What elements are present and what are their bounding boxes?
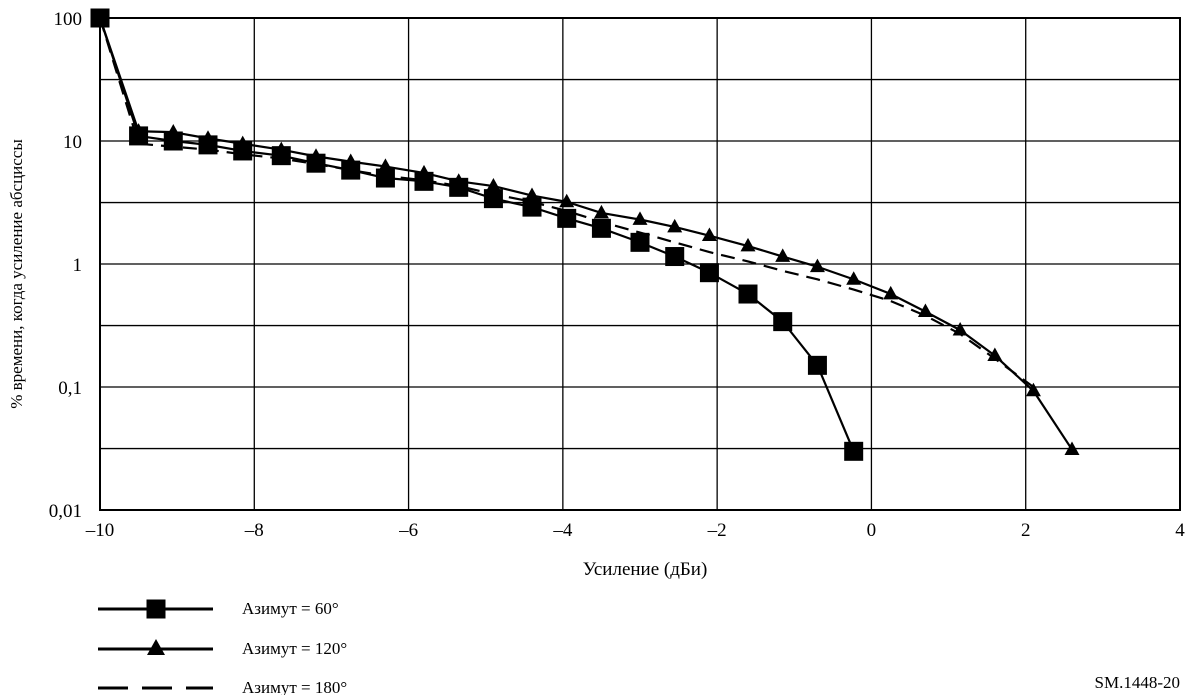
data-point-triangle bbox=[632, 211, 648, 225]
figure-id: SM.1448-20 bbox=[1095, 673, 1180, 692]
y-tick-label: 10 bbox=[63, 132, 82, 153]
data-point-square bbox=[807, 355, 827, 375]
series-layer bbox=[90, 8, 1080, 461]
series-1 bbox=[92, 9, 1080, 455]
data-point-square bbox=[773, 312, 793, 332]
data-point-triangle bbox=[92, 9, 108, 24]
data-point-square bbox=[483, 189, 503, 209]
data-point-square bbox=[844, 441, 864, 461]
data-point-triangle bbox=[235, 135, 251, 150]
legend-label-180: Азимут = 180° bbox=[242, 678, 347, 695]
y-axis-title: % времени, когда усиление абсциссы bbox=[7, 139, 26, 409]
data-point-triangle bbox=[273, 141, 289, 156]
data-point-triangle bbox=[416, 164, 432, 179]
legend-square-marker bbox=[146, 599, 166, 619]
x-tick-label: –4 bbox=[552, 520, 573, 541]
data-point-square bbox=[738, 284, 758, 304]
x-tick-label: –6 bbox=[398, 520, 418, 541]
data-point-triangle bbox=[593, 204, 609, 219]
legend-label-60: Азимут = 60° bbox=[242, 599, 339, 618]
data-point-triangle bbox=[846, 271, 862, 285]
y-tick-label: 0,01 bbox=[49, 501, 82, 522]
tick-labels: –10 –8 –6 –4 –2 0 2 4 0,01 0,1 1 10 100 bbox=[49, 9, 1186, 541]
data-point-square bbox=[375, 168, 395, 188]
data-point-triangle bbox=[883, 285, 899, 300]
series-2 bbox=[98, 17, 1035, 388]
legend: Азимут = 60° Азимут = 120° Азимут = 180° bbox=[98, 599, 347, 695]
x-tick-label: –10 bbox=[85, 520, 115, 541]
grid bbox=[99, 17, 1181, 510]
x-tick-label: 4 bbox=[1175, 520, 1185, 541]
data-point-square bbox=[630, 232, 650, 252]
data-point-square bbox=[557, 208, 577, 228]
data-point-triangle bbox=[165, 124, 181, 138]
data-point-triangle bbox=[987, 347, 1003, 362]
y-tick-label: 0,1 bbox=[58, 378, 82, 399]
x-tick-label: –8 bbox=[244, 520, 264, 541]
data-point-triangle bbox=[1064, 441, 1080, 455]
data-point-triangle bbox=[1025, 382, 1041, 397]
data-point-triangle bbox=[775, 248, 791, 262]
data-point-triangle bbox=[809, 258, 825, 273]
data-point-triangle bbox=[451, 173, 467, 187]
series-0 bbox=[90, 8, 864, 461]
legend-item-120: Азимут = 120° bbox=[98, 639, 347, 658]
data-point-triangle bbox=[917, 303, 933, 318]
x-tick-label: –2 bbox=[707, 520, 727, 541]
legend-triangle-marker bbox=[147, 639, 165, 655]
data-point-triangle bbox=[524, 187, 540, 201]
legend-label-120: Азимут = 120° bbox=[242, 639, 347, 658]
plot-frame bbox=[99, 17, 1181, 511]
x-axis-title: Усиление (дБи) bbox=[583, 559, 708, 580]
data-point-triangle bbox=[559, 193, 575, 208]
data-point-triangle bbox=[200, 130, 216, 144]
series-line bbox=[98, 17, 1035, 388]
data-point-triangle bbox=[308, 148, 324, 162]
data-point-triangle bbox=[485, 177, 501, 192]
data-point-triangle bbox=[701, 227, 717, 242]
data-point-triangle bbox=[740, 237, 756, 252]
data-point-square bbox=[665, 247, 685, 267]
y-tick-label: 100 bbox=[54, 9, 83, 30]
series-line bbox=[98, 17, 855, 452]
data-point-triangle bbox=[377, 158, 393, 172]
legend-item-180: Азимут = 180° bbox=[98, 678, 347, 695]
data-point-triangle bbox=[343, 153, 359, 168]
data-point-square bbox=[699, 263, 719, 283]
x-tick-label: 0 bbox=[867, 520, 877, 541]
data-point-triangle bbox=[667, 218, 683, 233]
y-tick-label: 1 bbox=[73, 255, 83, 276]
series-line bbox=[98, 17, 1073, 451]
legend-item-60: Азимут = 60° bbox=[98, 599, 339, 619]
x-tick-label: 2 bbox=[1021, 520, 1031, 541]
